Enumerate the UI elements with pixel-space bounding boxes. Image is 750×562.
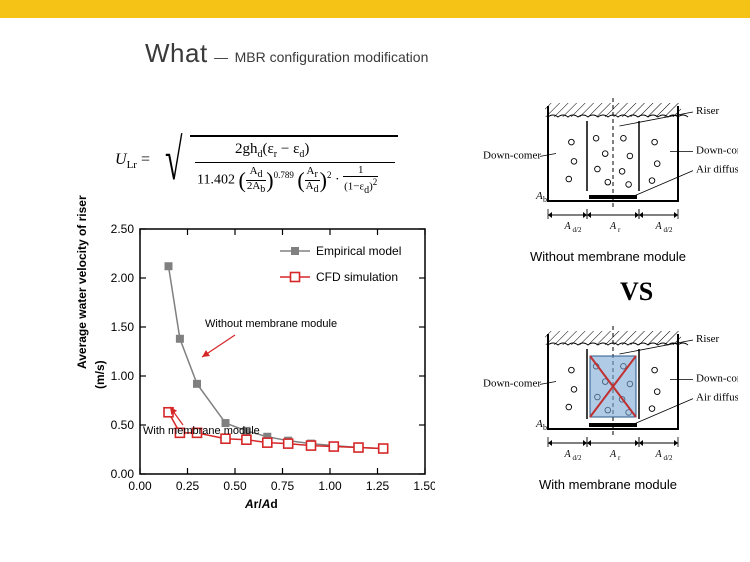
svg-text:Down-come: Down-come	[696, 145, 738, 157]
svg-text:Riser: Riser	[696, 105, 720, 117]
caption-without: Without membrane module	[478, 249, 738, 264]
eq-const: 11.402	[197, 173, 235, 188]
eq-denominator: 11.402 (Ad2Ab)0.789 (ArAd)2 · 1(1−εd)2	[197, 165, 378, 196]
eq-vinculum	[190, 135, 398, 137]
svg-text:d/2: d/2	[664, 226, 673, 234]
svg-text:Down-comer: Down-comer	[483, 377, 541, 389]
vs-label: VS	[620, 277, 653, 307]
svg-text:A: A	[563, 449, 571, 460]
title-main: What	[145, 38, 208, 68]
eq-fraction-line	[195, 162, 395, 163]
svg-text:1.00: 1.00	[111, 369, 135, 383]
chart-svg: 0.000.501.001.502.002.500.000.250.500.75…	[85, 219, 435, 519]
velocity-chart: Average water velocity of riser (m/s) 0.…	[85, 219, 435, 519]
ylabel-line1: Average water velocity of riser	[75, 195, 89, 369]
svg-text:A: A	[535, 190, 543, 202]
svg-text:A: A	[609, 221, 617, 232]
svg-text:With membrane module: With membrane module	[143, 425, 260, 437]
caption-with: With membrane module	[478, 477, 738, 492]
svg-text:1.00: 1.00	[318, 479, 342, 493]
svg-text:Air diffuser: Air diffuser	[696, 392, 738, 404]
svg-text:A: A	[654, 221, 662, 232]
svg-text:0.50: 0.50	[223, 479, 247, 493]
svg-text:d/2: d/2	[664, 454, 673, 462]
svg-text:1.25: 1.25	[366, 479, 390, 493]
svg-text:Without membrane module: Without membrane module	[205, 318, 337, 330]
slide-title: What — MBR configuration modification	[0, 18, 750, 69]
eq-lhs: ULr =	[115, 151, 150, 171]
svg-text:d/2: d/2	[573, 454, 582, 462]
eq-radical: √	[165, 131, 183, 189]
eq-numerator: 2ghd(εr − εd)	[235, 141, 309, 160]
svg-text:0.00: 0.00	[128, 479, 152, 493]
diagram-with-membrane: Down-comerRiserDown-comeAir diffuserAbAd…	[478, 319, 738, 492]
svg-text:b: b	[543, 423, 547, 432]
title-sub: MBR configuration modification	[235, 49, 429, 65]
svg-text:0.50: 0.50	[111, 418, 135, 432]
xlabel: Ar/Ad	[245, 497, 278, 511]
svg-text:r: r	[618, 454, 621, 462]
top-accent-bar	[0, 0, 750, 18]
svg-text:CFD simulation: CFD simulation	[316, 270, 398, 284]
svg-text:Down-come: Down-come	[696, 373, 738, 385]
svg-text:0.25: 0.25	[176, 479, 200, 493]
svg-text:d/2: d/2	[573, 226, 582, 234]
svg-text:A: A	[535, 418, 543, 430]
svg-text:b: b	[543, 195, 547, 204]
svg-text:Riser: Riser	[696, 333, 720, 345]
svg-text:2.00: 2.00	[111, 271, 135, 285]
eq-lhs-sym: U	[115, 151, 127, 168]
svg-text:A: A	[563, 221, 571, 232]
svg-text:A: A	[609, 449, 617, 460]
diagram-without-membrane: Down-comerRiserDown-comeAir diffuserAbAd…	[478, 91, 738, 264]
svg-text:0.75: 0.75	[271, 479, 295, 493]
svg-text:Empirical model: Empirical model	[316, 244, 401, 258]
svg-text:2.50: 2.50	[111, 222, 135, 236]
equation-block: ULr = √ 2ghd(εr − εd) 11.402 (Ad2Ab)0.78…	[115, 129, 405, 199]
diagram-bottom-svg: Down-comerRiserDown-comeAir diffuserAbAd…	[478, 319, 738, 469]
diagram-top-svg: Down-comerRiserDown-comeAir diffuserAbAd…	[478, 91, 738, 241]
svg-text:Air diffuser: Air diffuser	[696, 164, 738, 176]
svg-text:r: r	[618, 226, 621, 234]
eq-lhs-sub: Lr	[127, 159, 137, 171]
svg-text:Down-comer: Down-comer	[483, 149, 541, 161]
ylabel-line2: (m/s)	[93, 360, 107, 389]
svg-text:1.50: 1.50	[413, 479, 435, 493]
eq-exp2: 2	[327, 170, 332, 180]
svg-text:A: A	[654, 449, 662, 460]
eq-exp1: 0.789	[274, 170, 294, 180]
title-dash: —	[214, 49, 228, 65]
svg-text:1.50: 1.50	[111, 320, 135, 334]
